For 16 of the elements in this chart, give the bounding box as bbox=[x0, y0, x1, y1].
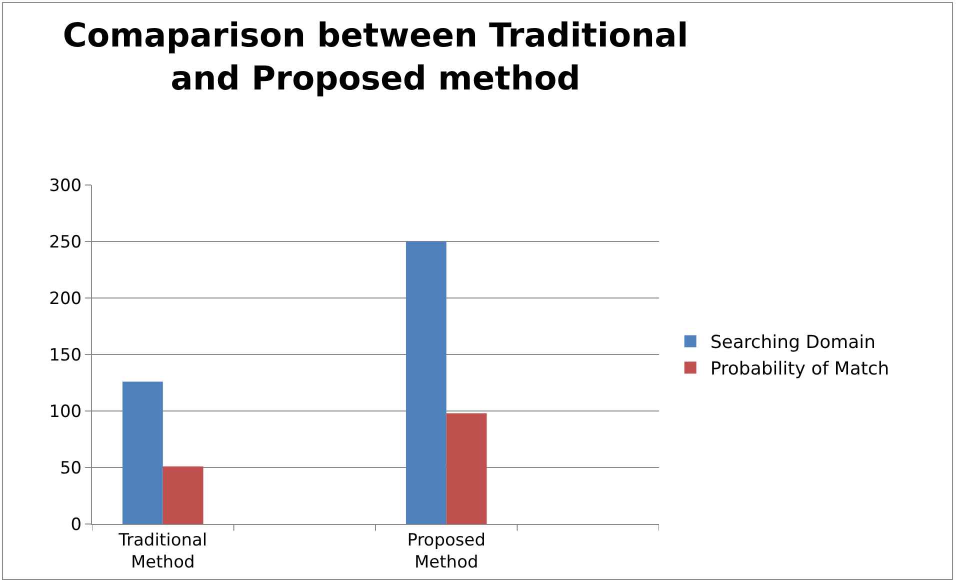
bar bbox=[406, 242, 446, 524]
chart-title: Comaparison between Traditional and Proposed method bbox=[62, 16, 688, 98]
y-tick-label: 150 bbox=[49, 345, 82, 366]
y-tick-label: 100 bbox=[49, 402, 82, 422]
bar bbox=[162, 466, 204, 524]
x-tick-label: Traditional Method bbox=[118, 530, 208, 572]
legend-label: Searching Domain bbox=[710, 332, 876, 354]
x-tick-label: Proposed Method bbox=[407, 530, 486, 572]
y-tick-label: 250 bbox=[49, 232, 82, 252]
y-tick-label: 200 bbox=[49, 288, 82, 309]
legend-label: Probability of Match bbox=[710, 358, 890, 380]
bar bbox=[446, 413, 487, 524]
y-tick-label: 300 bbox=[49, 176, 82, 196]
y-tick-label: 0 bbox=[70, 514, 82, 535]
bar bbox=[122, 382, 163, 524]
y-tick-label: 50 bbox=[60, 458, 82, 478]
